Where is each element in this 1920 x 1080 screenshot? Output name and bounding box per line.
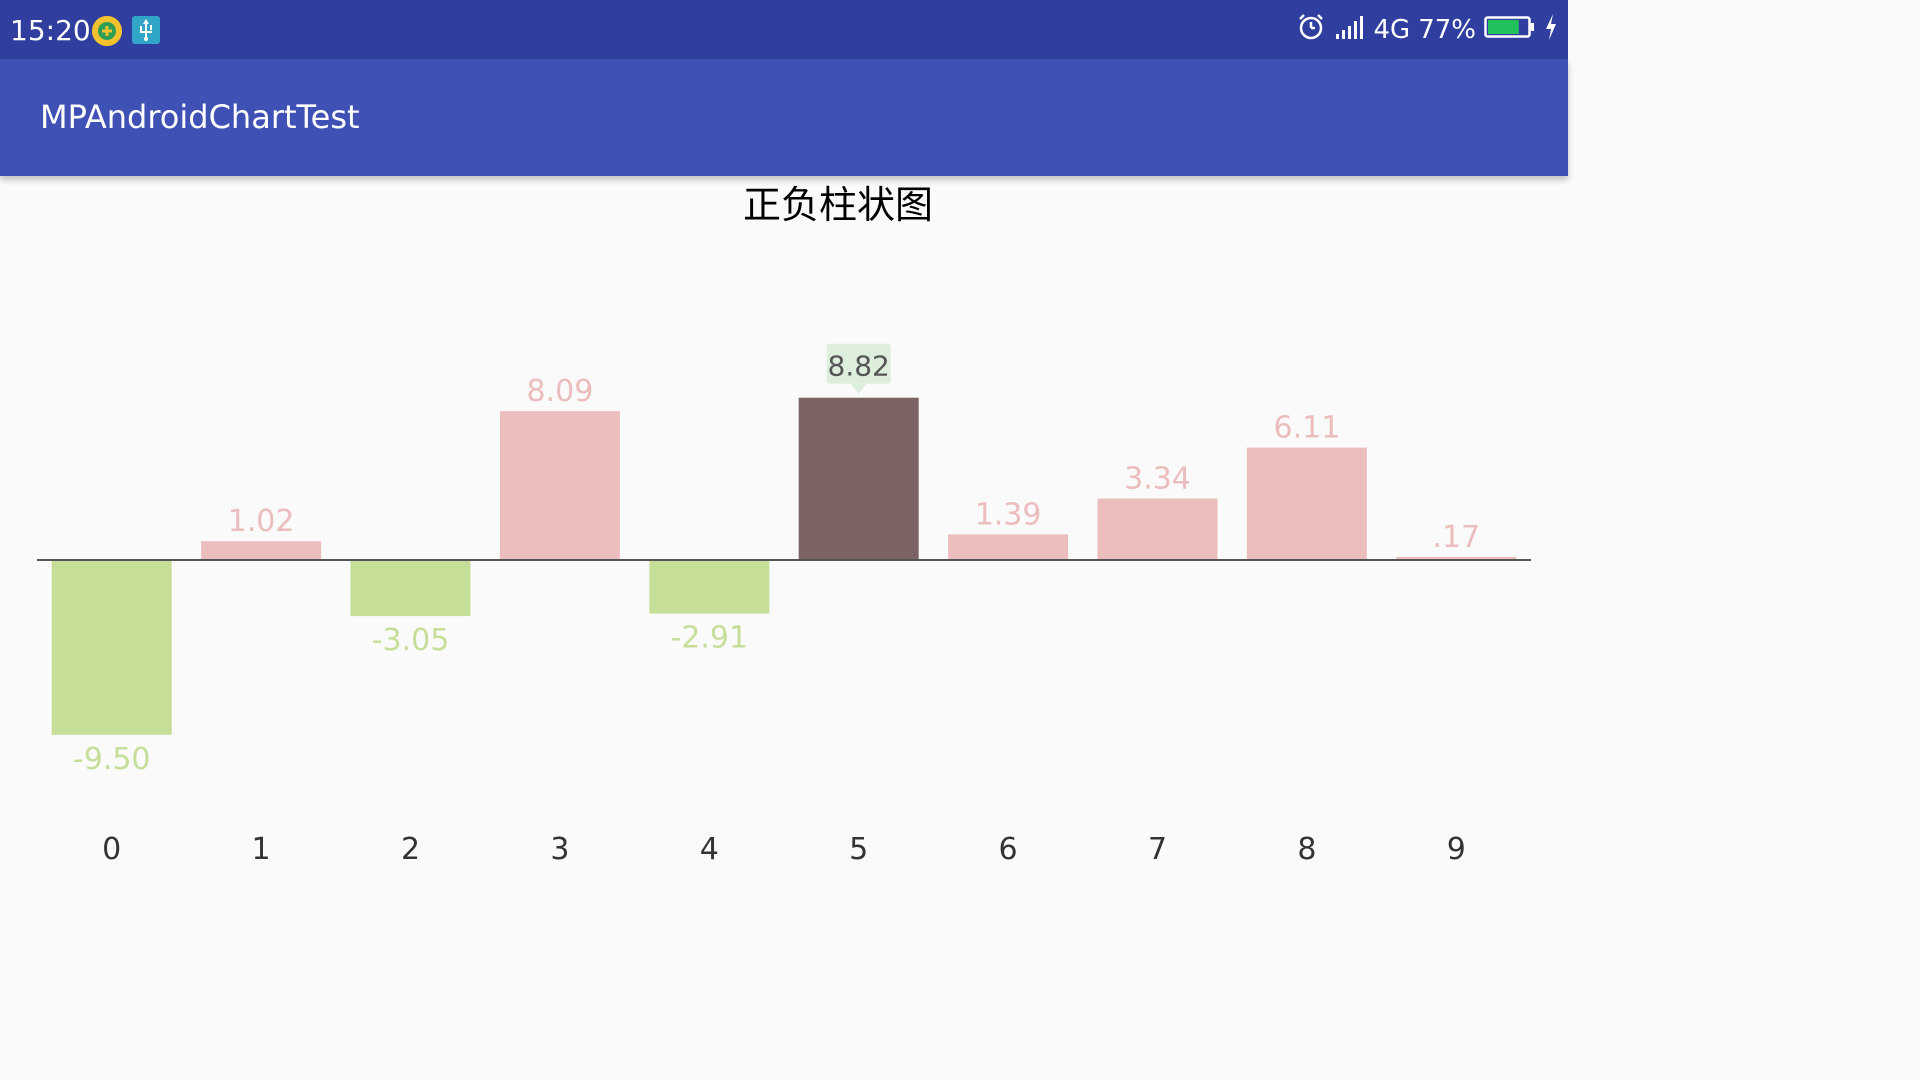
app-bar: MPAndroidChartTest [0,59,1568,176]
x-tick-label: 5 [849,832,868,867]
data-label: 3.34 [1124,462,1191,497]
bar[interactable] [51,560,172,735]
x-tick-label: 0 [102,832,121,867]
signal-icon [1334,14,1366,47]
alarm-icon [1296,12,1326,49]
x-tick-label: 4 [700,832,719,867]
data-label: 6.11 [1274,411,1341,446]
marker-label: 8.82 [828,350,890,383]
status-bar: 15:20 [0,0,1568,59]
app-title: MPAndroidChartTest [40,98,360,136]
x-tick-label: 2 [401,832,420,867]
bar[interactable] [499,411,620,560]
data-label: -9.50 [73,742,151,777]
battery-percent: 77% [1418,15,1476,45]
bar[interactable] [1097,498,1218,560]
data-label: -3.05 [372,623,450,658]
usb-icon [132,16,160,44]
status-indicators: 4G 77% [1296,12,1559,48]
bar[interactable] [798,397,919,560]
x-tick-label: 6 [999,832,1018,867]
bar[interactable] [350,560,471,617]
data-label: -2.91 [670,621,748,656]
marker-box [826,343,891,384]
x-tick-label: 7 [1148,832,1167,867]
data-label: 1.39 [975,497,1042,532]
status-time: 15:20 [10,14,91,47]
bar[interactable] [201,541,322,560]
battery-icon [1484,15,1536,46]
x-tick-label: 8 [1297,832,1316,867]
bar[interactable] [1396,556,1517,560]
data-label: .17 [1432,520,1480,555]
bar[interactable] [1246,447,1367,560]
network-type: 4G [1373,15,1411,45]
marker-pointer [850,383,867,394]
bar[interactable] [948,534,1069,560]
data-label: 8.09 [527,374,594,409]
charging-icon [1544,13,1558,48]
x-tick-label: 9 [1447,832,1466,867]
plus-circle-icon [92,16,122,46]
bar-chart[interactable]: 正负柱状图 -9.50 0 1.02 1 -3.05 2 8.09 3 -2.91 4 5 1.39 6 3… [0,176,1568,882]
x-tick-label: 1 [252,832,271,867]
data-label: 1.02 [228,504,295,539]
bar[interactable] [649,560,770,614]
x-tick-label: 3 [550,832,569,867]
chart-title: 正负柱状图 [743,183,933,227]
